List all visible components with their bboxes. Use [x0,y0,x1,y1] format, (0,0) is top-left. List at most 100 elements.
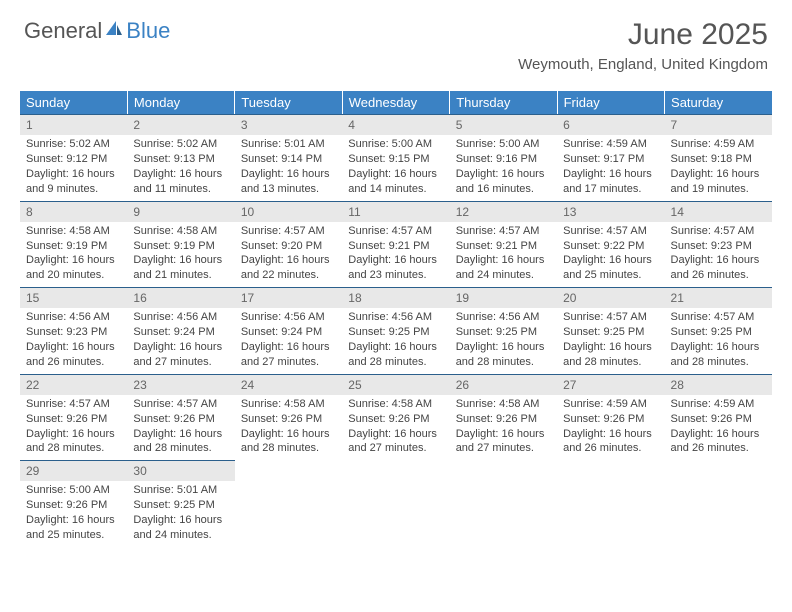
sunrise-line: Sunrise: 4:59 AM [563,137,658,152]
day-number: 26 [450,374,557,395]
weekday-header: Friday [557,91,664,114]
sunrise-line: Sunrise: 4:57 AM [241,224,336,239]
sunrise-line: Sunrise: 4:56 AM [348,310,443,325]
day-number: 5 [450,114,557,135]
calendar-cell: 18Sunrise: 4:56 AMSunset: 9:25 PMDayligh… [342,287,449,374]
day-body: Sunrise: 4:57 AMSunset: 9:26 PMDaylight:… [20,395,127,460]
day-number: 22 [20,374,127,395]
weekday-header-row: Sunday Monday Tuesday Wednesday Thursday… [20,91,772,114]
day-number: 17 [235,287,342,308]
calendar-cell: 23Sunrise: 4:57 AMSunset: 9:26 PMDayligh… [127,374,234,461]
day-body: Sunrise: 5:02 AMSunset: 9:12 PMDaylight:… [20,135,127,200]
daylight-line: Daylight: 16 hours and 11 minutes. [133,167,228,197]
sunrise-line: Sunrise: 4:57 AM [563,310,658,325]
sunset-line: Sunset: 9:26 PM [563,412,658,427]
calendar-cell: 17Sunrise: 4:56 AMSunset: 9:24 PMDayligh… [235,287,342,374]
logo: General Blue [24,18,170,44]
location-text: Weymouth, England, United Kingdom [518,56,768,73]
sunrise-line: Sunrise: 4:59 AM [671,397,766,412]
sunrise-line: Sunrise: 4:56 AM [241,310,336,325]
sunrise-line: Sunrise: 4:58 AM [26,224,121,239]
daylight-line: Daylight: 16 hours and 25 minutes. [563,253,658,283]
sunset-line: Sunset: 9:13 PM [133,152,228,167]
day-number: 14 [665,201,772,222]
day-number: 15 [20,287,127,308]
day-body: Sunrise: 4:59 AMSunset: 9:26 PMDaylight:… [557,395,664,460]
sunset-line: Sunset: 9:21 PM [456,239,551,254]
logo-text-general: General [24,18,102,44]
calendar-cell [450,460,557,547]
daylight-line: Daylight: 16 hours and 24 minutes. [456,253,551,283]
day-body: Sunrise: 4:57 AMSunset: 9:23 PMDaylight:… [665,222,772,287]
calendar-cell: 15Sunrise: 4:56 AMSunset: 9:23 PMDayligh… [20,287,127,374]
sunset-line: Sunset: 9:24 PM [241,325,336,340]
sunrise-line: Sunrise: 4:57 AM [671,310,766,325]
daylight-line: Daylight: 16 hours and 28 minutes. [563,340,658,370]
day-body: Sunrise: 4:57 AMSunset: 9:25 PMDaylight:… [557,308,664,373]
calendar-cell [665,460,772,547]
day-body: Sunrise: 4:58 AMSunset: 9:19 PMDaylight:… [20,222,127,287]
daylight-line: Daylight: 16 hours and 21 minutes. [133,253,228,283]
day-number: 27 [557,374,664,395]
sunrise-line: Sunrise: 4:57 AM [26,397,121,412]
sunrise-line: Sunrise: 4:59 AM [671,137,766,152]
day-body: Sunrise: 4:57 AMSunset: 9:22 PMDaylight:… [557,222,664,287]
calendar-cell: 28Sunrise: 4:59 AMSunset: 9:26 PMDayligh… [665,374,772,461]
sunset-line: Sunset: 9:26 PM [26,412,121,427]
calendar-row: 8Sunrise: 4:58 AMSunset: 9:19 PMDaylight… [20,201,772,288]
sunset-line: Sunset: 9:20 PM [241,239,336,254]
calendar-table: Sunday Monday Tuesday Wednesday Thursday… [20,91,772,547]
sunrise-line: Sunrise: 4:58 AM [348,397,443,412]
sunset-line: Sunset: 9:19 PM [26,239,121,254]
sunrise-line: Sunrise: 4:56 AM [456,310,551,325]
weekday-header: Saturday [665,91,772,114]
calendar-cell: 7Sunrise: 4:59 AMSunset: 9:18 PMDaylight… [665,114,772,201]
sunrise-line: Sunrise: 4:57 AM [671,224,766,239]
calendar-row: 29Sunrise: 5:00 AMSunset: 9:26 PMDayligh… [20,460,772,547]
sunrise-line: Sunrise: 4:58 AM [133,224,228,239]
day-body: Sunrise: 5:00 AMSunset: 9:26 PMDaylight:… [20,481,127,546]
day-body: Sunrise: 4:57 AMSunset: 9:21 PMDaylight:… [450,222,557,287]
day-body: Sunrise: 5:01 AMSunset: 9:25 PMDaylight:… [127,481,234,546]
day-number: 23 [127,374,234,395]
calendar-cell [557,460,664,547]
calendar-cell: 13Sunrise: 4:57 AMSunset: 9:22 PMDayligh… [557,201,664,288]
calendar-cell: 1Sunrise: 5:02 AMSunset: 9:12 PMDaylight… [20,114,127,201]
sunset-line: Sunset: 9:26 PM [348,412,443,427]
sunrise-line: Sunrise: 4:58 AM [241,397,336,412]
day-body: Sunrise: 4:58 AMSunset: 9:26 PMDaylight:… [450,395,557,460]
calendar-cell: 2Sunrise: 5:02 AMSunset: 9:13 PMDaylight… [127,114,234,201]
sunrise-line: Sunrise: 5:00 AM [456,137,551,152]
sunrise-line: Sunrise: 4:57 AM [563,224,658,239]
daylight-line: Daylight: 16 hours and 27 minutes. [133,340,228,370]
daylight-line: Daylight: 16 hours and 26 minutes. [563,427,658,457]
calendar-cell: 3Sunrise: 5:01 AMSunset: 9:14 PMDaylight… [235,114,342,201]
day-number: 24 [235,374,342,395]
daylight-line: Daylight: 16 hours and 25 minutes. [26,513,121,543]
day-number: 11 [342,201,449,222]
day-body: Sunrise: 4:58 AMSunset: 9:19 PMDaylight:… [127,222,234,287]
daylight-line: Daylight: 16 hours and 13 minutes. [241,167,336,197]
calendar-cell: 12Sunrise: 4:57 AMSunset: 9:21 PMDayligh… [450,201,557,288]
sunrise-line: Sunrise: 4:59 AM [563,397,658,412]
day-number: 10 [235,201,342,222]
day-number: 13 [557,201,664,222]
calendar-cell: 22Sunrise: 4:57 AMSunset: 9:26 PMDayligh… [20,374,127,461]
day-number: 1 [20,114,127,135]
daylight-line: Daylight: 16 hours and 23 minutes. [348,253,443,283]
calendar-cell: 27Sunrise: 4:59 AMSunset: 9:26 PMDayligh… [557,374,664,461]
daylight-line: Daylight: 16 hours and 22 minutes. [241,253,336,283]
day-number: 19 [450,287,557,308]
weekday-header: Tuesday [235,91,342,114]
day-body: Sunrise: 5:02 AMSunset: 9:13 PMDaylight:… [127,135,234,200]
sunrise-line: Sunrise: 5:01 AM [241,137,336,152]
day-body: Sunrise: 4:59 AMSunset: 9:18 PMDaylight:… [665,135,772,200]
calendar-row: 1Sunrise: 5:02 AMSunset: 9:12 PMDaylight… [20,114,772,201]
day-number: 18 [342,287,449,308]
sunrise-line: Sunrise: 5:02 AM [133,137,228,152]
calendar-cell: 24Sunrise: 4:58 AMSunset: 9:26 PMDayligh… [235,374,342,461]
sunset-line: Sunset: 9:25 PM [671,325,766,340]
daylight-line: Daylight: 16 hours and 19 minutes. [671,167,766,197]
calendar-cell: 29Sunrise: 5:00 AMSunset: 9:26 PMDayligh… [20,460,127,547]
day-body: Sunrise: 5:01 AMSunset: 9:14 PMDaylight:… [235,135,342,200]
